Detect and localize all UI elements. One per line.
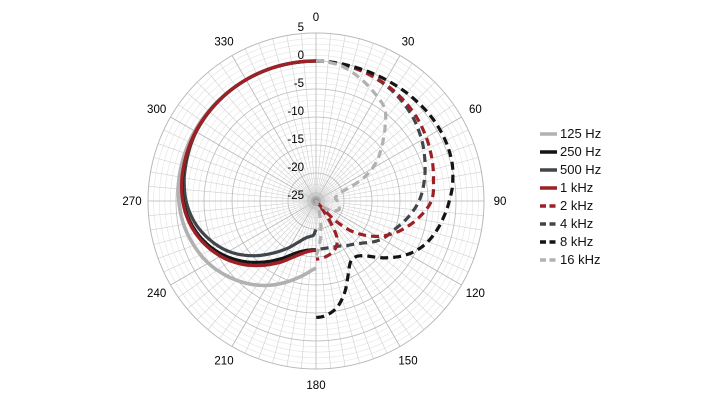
- legend-label: 250 Hz: [560, 144, 602, 159]
- legend-item: 4 kHz: [540, 216, 601, 231]
- angle-tick-label: 330: [214, 37, 233, 49]
- radial-tick-label: -25: [287, 190, 304, 202]
- legend-label: 2 kHz: [560, 198, 594, 213]
- angle-tick-label: 0: [313, 12, 319, 24]
- legend-swatch-line: [540, 221, 557, 226]
- angle-tick-label: 150: [398, 355, 417, 367]
- legend-label: 16 kHz: [560, 252, 601, 267]
- legend-label: 125 Hz: [560, 126, 602, 141]
- legend-label: 1 kHz: [560, 180, 594, 195]
- legend-swatch-line: [540, 149, 557, 154]
- radial-tick-label: 5: [298, 22, 304, 34]
- radial-tick-label: -20: [287, 162, 304, 174]
- grid-ring-major: [287, 172, 345, 230]
- series-curve-1-khz: [179, 59, 317, 268]
- series-curve-16-khz: [314, 59, 388, 257]
- grid-ring-major: [203, 88, 429, 314]
- series-curve-2-khz: [315, 59, 436, 261]
- angle-tick-label: 60: [469, 104, 482, 116]
- grid-ring-outer: [147, 32, 485, 370]
- legend-swatch-line: [540, 257, 557, 262]
- legend-swatch-line: [540, 239, 557, 244]
- legend-item: 16 kHz: [540, 252, 601, 267]
- series-curve-8-khz: [315, 59, 455, 320]
- legend-label: 4 kHz: [560, 216, 594, 231]
- legend: 125 Hz 250 Hz 500 Hz 1 kHz 2 kHz 4 kHz 8 kHz 16…: [540, 126, 602, 267]
- legend-label: 8 kHz: [560, 234, 594, 249]
- radial-tick-label: -15: [287, 134, 304, 146]
- legend-swatch-line: [540, 167, 557, 172]
- radial-tick-label: 0: [298, 50, 304, 62]
- angle-tick-label: 240: [147, 288, 166, 300]
- legend-swatch-line: [540, 185, 557, 190]
- legend-swatch-line: [540, 203, 557, 208]
- angle-tick-label: 300: [147, 104, 166, 116]
- angle-tick-label: 120: [466, 288, 485, 300]
- angle-tick-label: 270: [122, 196, 141, 208]
- angle-tick-label: 90: [494, 196, 507, 208]
- series-curve-4-khz: [315, 59, 427, 251]
- legend-item: 2 kHz: [540, 198, 601, 213]
- legend-swatch-line: [540, 131, 557, 136]
- legend-item: 125 Hz: [540, 126, 602, 141]
- grid-ring-major: [259, 144, 373, 258]
- legend-item: 8 kHz: [540, 234, 601, 249]
- legend-item: 500 Hz: [540, 162, 602, 177]
- legend-item: 250 Hz: [540, 144, 602, 159]
- legend-label: 500 Hz: [560, 162, 602, 177]
- angle-tick-label: 210: [214, 355, 233, 367]
- angle-tick-label: 180: [306, 380, 325, 392]
- legend-item: 1 kHz: [540, 180, 601, 195]
- radial-tick-label: -10: [287, 106, 304, 118]
- angle-tick-label: 30: [402, 37, 415, 49]
- grid-ring-major: [231, 116, 401, 286]
- radial-tick-label: -5: [294, 78, 304, 90]
